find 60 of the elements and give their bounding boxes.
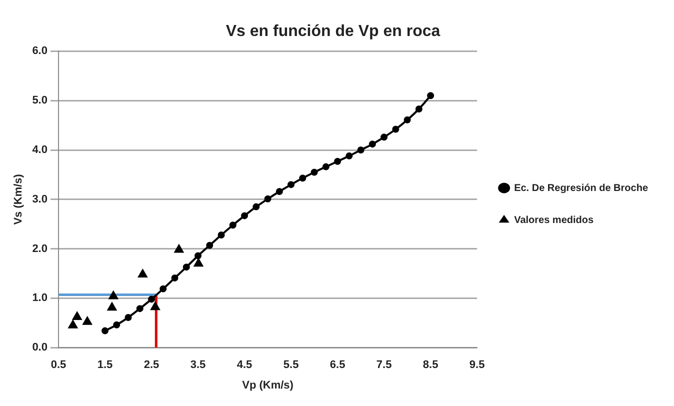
point — [299, 174, 306, 182]
point — [182, 264, 190, 271]
y-tick-label: 1.0 — [32, 292, 48, 304]
y-tick-label: 3.0 — [32, 193, 48, 206]
x-tick-label: 6.5 — [330, 359, 346, 372]
point — [194, 252, 202, 260]
point — [107, 302, 117, 311]
y-tick-label: 6.0 — [32, 45, 48, 58]
point — [108, 290, 118, 300]
chart-title: Vs en función de Vp en roca — [226, 23, 440, 40]
point — [229, 222, 236, 229]
point — [206, 242, 214, 249]
x-tick-label: 2.5 — [144, 359, 160, 372]
x-tick-label: 4.5 — [236, 359, 252, 372]
point — [218, 231, 225, 238]
legend-label: Ec. De Regresión de Broche — [514, 182, 648, 194]
point — [124, 314, 132, 321]
point — [148, 296, 156, 303]
y-tick-label: 2.0 — [32, 242, 48, 255]
point — [404, 116, 411, 124]
point — [288, 181, 295, 188]
point — [310, 168, 318, 176]
point — [276, 188, 283, 195]
x-tick-label: 5.5 — [283, 359, 299, 372]
point — [380, 134, 388, 141]
point — [415, 106, 422, 112]
y-axis-title: Vs (Km/s) — [12, 174, 25, 225]
point — [68, 320, 78, 328]
y-tick-label: 4.0 — [32, 144, 48, 156]
point — [241, 212, 248, 220]
point — [252, 203, 260, 210]
point — [160, 285, 167, 292]
point — [82, 316, 92, 325]
legend-label: Valores medidos — [514, 214, 594, 226]
point — [334, 158, 342, 165]
point — [174, 244, 184, 253]
point — [194, 258, 204, 267]
x-tick-label: 1.5 — [97, 359, 113, 372]
x-axis-title: Vp (Km/s) — [242, 379, 294, 392]
x-tick-label: 3.5 — [190, 359, 206, 372]
y-tick-label: 0.0 — [32, 342, 48, 354]
point — [136, 305, 144, 312]
point — [72, 311, 82, 320]
y-tick-label: 5.0 — [32, 94, 48, 107]
point — [322, 163, 330, 170]
x-tick-label: 8.5 — [422, 359, 438, 372]
x-tick-label: 0.5 — [50, 359, 66, 372]
x-tick-label: 9.5 — [469, 359, 485, 372]
point — [138, 268, 148, 278]
point — [357, 146, 364, 154]
point — [264, 195, 272, 202]
point — [150, 302, 160, 310]
point — [102, 327, 108, 334]
x-tick-label: 7.5 — [376, 359, 392, 372]
point — [171, 274, 178, 282]
point — [392, 126, 400, 133]
point — [368, 140, 376, 148]
point — [346, 152, 353, 160]
point — [113, 321, 120, 328]
point — [427, 92, 434, 100]
